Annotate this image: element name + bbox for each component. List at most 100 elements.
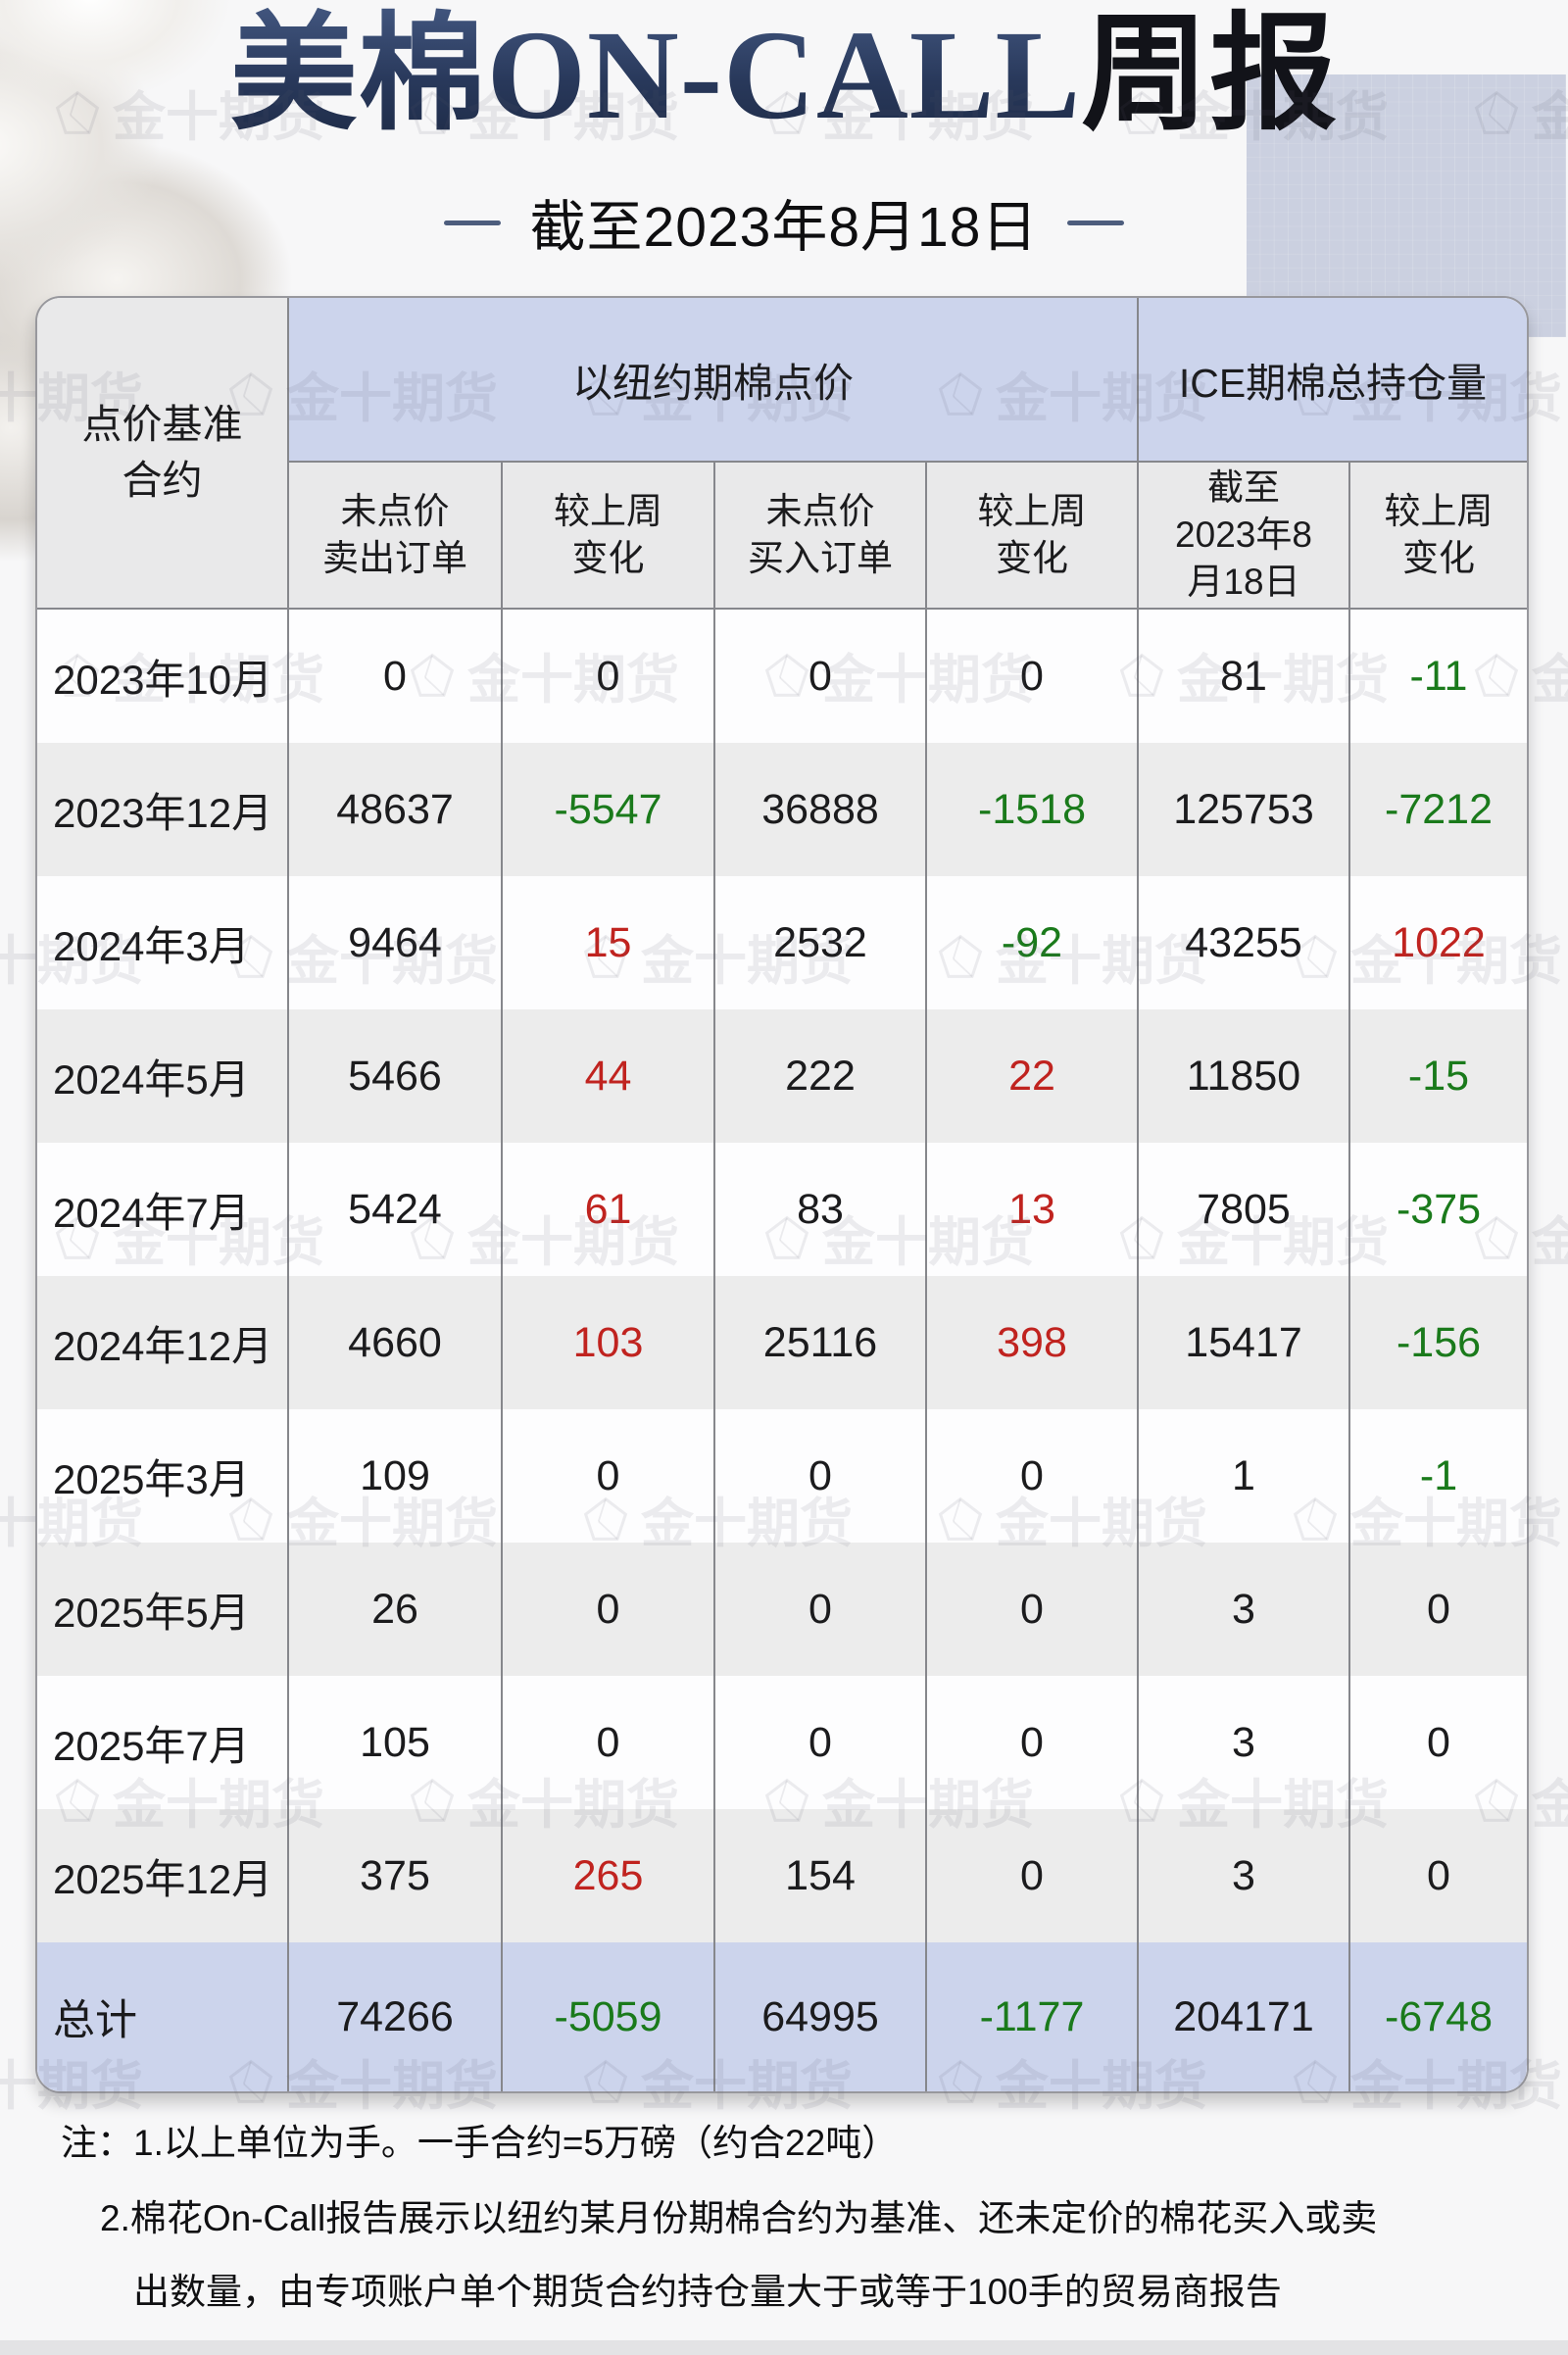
table-cell: 36888 [713, 743, 926, 876]
group-header-ice: ICE期棉总持仓量 [1136, 298, 1527, 463]
table-cell: -375 [1348, 1143, 1527, 1276]
table-cell: 0 [713, 1676, 926, 1809]
table-cell: 109 [287, 1409, 502, 1543]
col-header-wow-change-1: 较上周 变化 [501, 462, 714, 610]
table-cell: 0 [925, 1809, 1138, 1942]
table-cell: 204171 [1137, 1942, 1349, 2091]
table-cell: 15 [501, 876, 714, 1009]
table-cell: 7805 [1137, 1143, 1349, 1276]
column-header-row: 未点价 卖出订单 较上周 变化 未点价 买入订单 较上周 变化 截至 2023年… [37, 462, 1527, 610]
table-cell: 222 [713, 1009, 926, 1143]
table-cell: 25116 [713, 1276, 926, 1409]
table-cell: 3 [1137, 1809, 1349, 1942]
col-header-asof-date: 截至 2023年8 月18日 [1137, 462, 1349, 610]
table-cell: -6748 [1348, 1942, 1527, 2091]
table-cell: 0 [713, 1543, 926, 1676]
col-header-unpriced-sell: 未点价 卖出订单 [287, 462, 502, 610]
subtitle-right-dash [1067, 220, 1125, 225]
table-cell: 44 [501, 1009, 714, 1143]
table-cell: 154 [713, 1809, 926, 1942]
table-cell: 0 [925, 1409, 1138, 1543]
row-label: 2025年5月 [53, 1589, 250, 1636]
table-cell: 61 [501, 1143, 714, 1276]
table-row: 2025年12月 375 265 154 0 3 0 [37, 1809, 1527, 1942]
row-label: 2024年5月 [53, 1055, 250, 1103]
table-cell: 0 [1348, 1809, 1527, 1942]
table-cell: 0 [1348, 1676, 1527, 1809]
table-cell: -1518 [925, 743, 1138, 876]
table-cell: 26 [287, 1543, 502, 1676]
subtitle-left-dash [443, 220, 501, 225]
dot-grid-pattern [1247, 74, 1566, 337]
table-cell: 5466 [287, 1009, 502, 1143]
table-cell: 11850 [1137, 1009, 1349, 1143]
row-label: 2023年10月 [53, 656, 273, 703]
table-row: 2025年3月 109 0 0 0 1 -1 [37, 1409, 1527, 1543]
table-row: 2024年5月 5466 44 222 22 11850 -15 [37, 1009, 1527, 1143]
table-row: 2025年7月 105 0 0 0 3 0 [37, 1676, 1527, 1809]
table-cell: 0 [501, 1676, 714, 1809]
footnote-line-3: 出数量，由专项账户单个期货合约持仓量大于或等于100手的贸易商报告 [133, 2272, 1282, 2312]
table-cell: -1 [1348, 1409, 1527, 1543]
table-cell: 48637 [287, 743, 502, 876]
group-header-row: 点价基准 合约 以纽约期棉点价 ICE期棉总持仓量 [37, 298, 1527, 610]
col-header-unpriced-buy: 未点价 买入订单 [713, 462, 926, 610]
table-row: 2024年7月 5424 61 83 13 7805 -375 [37, 1143, 1527, 1276]
subtitle: 截至2023年8月18日 [529, 196, 1039, 259]
table-cell: 103 [501, 1276, 714, 1409]
table-cell: -156 [1348, 1276, 1527, 1409]
table-cell: 1022 [1348, 876, 1527, 1009]
table-cell: 13 [925, 1143, 1138, 1276]
total-row: 总计 74266 -5059 64995 -1177 204171 -6748 [37, 1942, 1527, 2091]
corner-header: 点价基准 合约 [37, 298, 288, 610]
table-cell: 3 [1137, 1543, 1349, 1676]
table-row: 2024年3月 9464 15 2532 -92 43255 1022 [37, 876, 1527, 1009]
table-cell: 0 [501, 609, 714, 743]
table-cell: 22 [925, 1009, 1138, 1143]
footnote-line-1: 注：1.以上单位为手。一手合约=5万磅（约合22吨） [61, 2123, 899, 2163]
table-cell: 74266 [287, 1942, 502, 2091]
subtitle-row: 截至2023年8月18日 [0, 182, 1568, 263]
table-cell: 0 [287, 609, 502, 743]
total-label: 总计 [37, 1942, 288, 2091]
table-cell: 9464 [287, 876, 502, 1009]
table-cell: 398 [925, 1276, 1138, 1409]
group-header-ny: 以纽约期棉点价 [287, 298, 1138, 463]
table-cell: 0 [501, 1543, 714, 1676]
bottom-bar [0, 2340, 1568, 2355]
table-cell: 4660 [287, 1276, 502, 1409]
table-cell: 105 [287, 1676, 502, 1809]
table-cell: -15 [1348, 1009, 1527, 1143]
table-cell: -1177 [925, 1942, 1138, 2091]
table-cell: -5547 [501, 743, 714, 876]
row-label: 2024年3月 [53, 922, 250, 969]
page-title-navy: 美棉ON-CALL [229, 5, 1082, 146]
table-cell: 5424 [287, 1143, 502, 1276]
table-cell: 0 [1348, 1543, 1527, 1676]
table-row: 2024年12月 4660 103 25116 398 15417 -156 [37, 1276, 1527, 1409]
footnotes: 注：1.以上单位为手。一手合约=5万磅（约合22吨） 2.棉花On-Call报告… [61, 2125, 1492, 2310]
table-cell: 375 [287, 1809, 502, 1942]
table-cell: -11 [1348, 609, 1527, 743]
table-row: 2025年5月 26 0 0 0 3 0 [37, 1543, 1527, 1676]
col-header-wow-change-3: 较上周 变化 [1348, 462, 1527, 610]
row-label: 2023年12月 [53, 789, 273, 836]
table-cell: 83 [713, 1143, 926, 1276]
table-cell: 43255 [1137, 876, 1349, 1009]
row-label: 2025年3月 [53, 1455, 250, 1502]
table-cell: 1 [1137, 1409, 1349, 1543]
table-cell: 0 [501, 1409, 714, 1543]
table-cell: -5059 [501, 1942, 714, 2091]
table-cell: 0 [925, 1543, 1138, 1676]
table-cell: 0 [925, 609, 1138, 743]
row-label: 2024年12月 [53, 1322, 273, 1369]
table-cell: 64995 [713, 1942, 926, 2091]
col-header-wow-change-2: 较上周 变化 [925, 462, 1138, 610]
table-cell: 0 [713, 1409, 926, 1543]
page-title: 美棉ON-CALL周报 [0, 6, 1568, 146]
row-label: 2024年7月 [53, 1189, 250, 1236]
table-cell: 3 [1137, 1676, 1349, 1809]
row-label: 2025年12月 [53, 1855, 273, 1902]
table-row: 2023年10月 0 0 0 0 81 -11 [37, 609, 1527, 743]
table-cell: 81 [1137, 609, 1349, 743]
